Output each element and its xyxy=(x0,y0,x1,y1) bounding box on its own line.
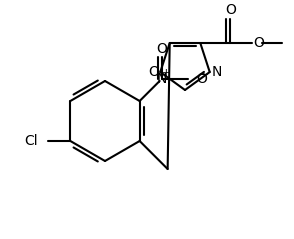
Text: O: O xyxy=(148,65,159,79)
Text: O: O xyxy=(253,36,264,50)
Text: +: + xyxy=(162,68,171,78)
Text: O: O xyxy=(197,72,208,86)
Text: −: − xyxy=(199,67,208,81)
Text: N: N xyxy=(156,72,167,86)
Text: N: N xyxy=(212,65,222,79)
Text: O: O xyxy=(156,42,167,56)
Text: O: O xyxy=(225,3,236,17)
Text: Cl: Cl xyxy=(25,134,38,148)
